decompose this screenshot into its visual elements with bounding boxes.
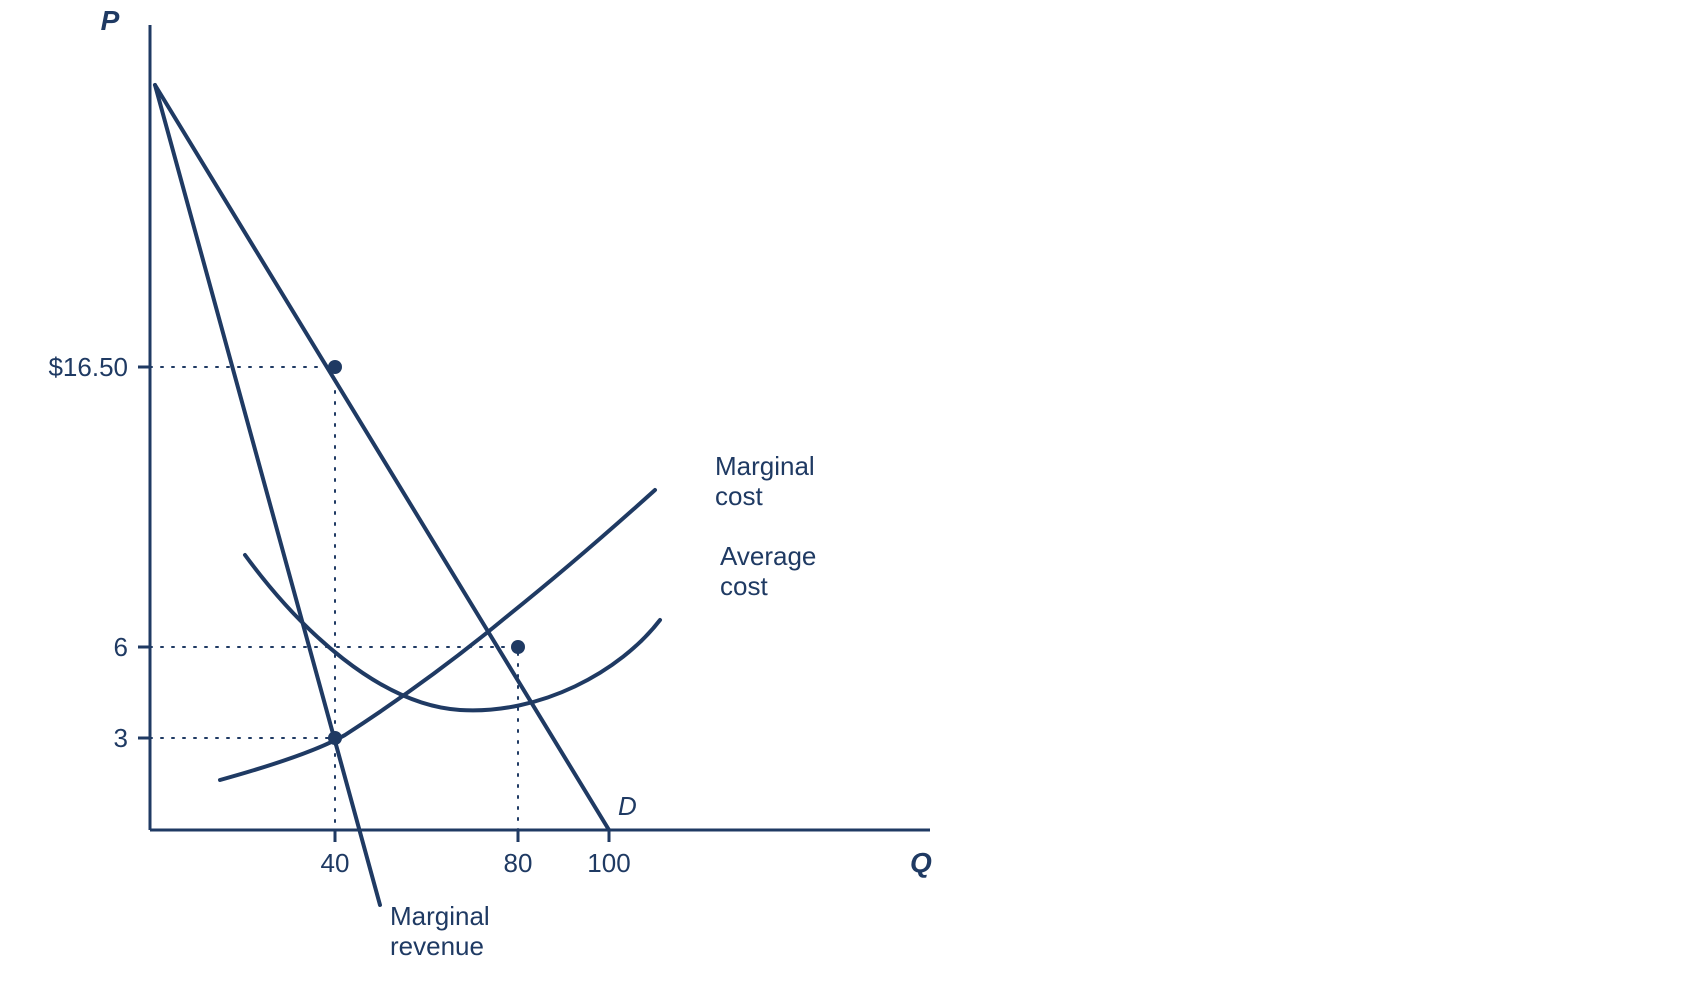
average-cost-label: Averagecost	[720, 541, 816, 601]
intersection-point-1	[328, 731, 342, 745]
intersection-point-2	[511, 640, 525, 654]
y-tick-label: $16.50	[48, 352, 128, 382]
demand-label: D	[618, 791, 637, 821]
intersection-point-0	[328, 360, 342, 374]
marginal-cost-curve	[220, 490, 655, 780]
marginal-cost-label: Marginalcost	[715, 451, 815, 511]
y-axis-label: P	[101, 5, 120, 36]
marginal-revenue-curve	[155, 85, 380, 905]
y-tick-label: 6	[114, 632, 128, 662]
x-tick-label: 80	[504, 848, 533, 878]
demand-curve	[155, 85, 609, 830]
guide-line-0	[150, 367, 335, 830]
x-tick-label: 40	[321, 848, 350, 878]
x-axis-label: Q	[910, 847, 932, 878]
x-tick-label: 100	[587, 848, 630, 878]
y-tick-label: 3	[114, 723, 128, 753]
marginal-revenue-label: Marginalrevenue	[390, 901, 490, 961]
economics-chart: $16.50 6 3 40 80 100 P Q D Marginalrevenue Margin…	[0, 0, 1705, 983]
